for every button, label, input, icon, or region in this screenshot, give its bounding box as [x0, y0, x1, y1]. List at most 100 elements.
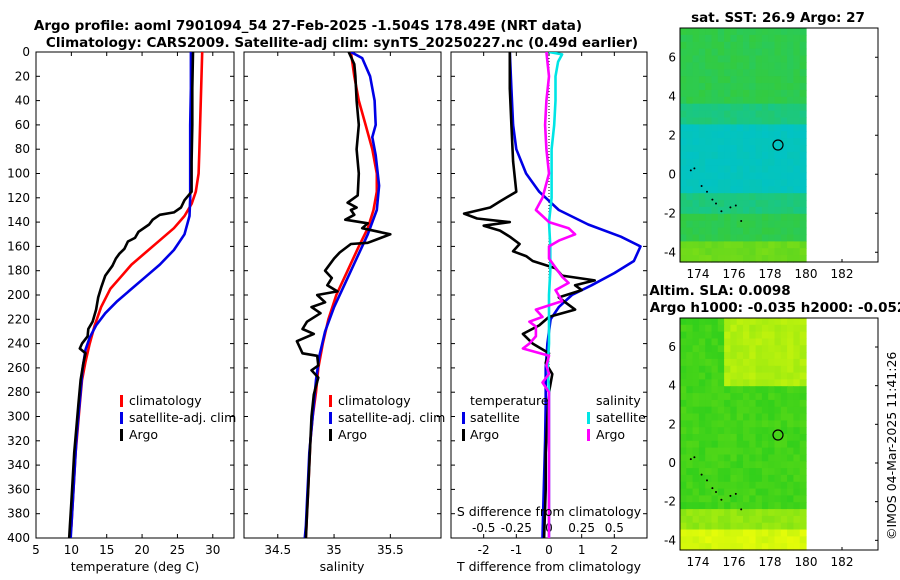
- legend-label-satellite: satellite-adj. clim: [338, 410, 445, 425]
- map-cell: [736, 509, 744, 517]
- map-cell: [799, 440, 807, 449]
- map-cell: [736, 83, 744, 91]
- map-cell: [730, 241, 738, 249]
- map-cell: [799, 103, 807, 112]
- map-cell: [698, 165, 706, 174]
- legend-label-t-argo: Argo: [470, 427, 499, 442]
- map-cell: [686, 338, 694, 346]
- map-cell: [724, 213, 731, 222]
- map-cell: [686, 172, 694, 180]
- map-cell: [749, 179, 757, 187]
- island-dot: [689, 169, 692, 172]
- map-cell: [730, 186, 738, 194]
- map-cell: [774, 318, 782, 326]
- map-cell: [799, 172, 807, 180]
- map-cell: [724, 393, 731, 401]
- map-cell: [692, 220, 700, 229]
- map-cell: [705, 110, 713, 119]
- map-cell: [724, 454, 731, 462]
- map-cell: [799, 434, 807, 442]
- map-cell: [749, 406, 757, 415]
- map-cell: [730, 206, 738, 215]
- map-cell: [780, 461, 788, 469]
- map-cell: [793, 220, 801, 229]
- map-cell: [730, 234, 738, 242]
- map-cell: [755, 248, 763, 256]
- map-cell: [705, 420, 713, 428]
- map-cell: [743, 393, 750, 401]
- map-cell: [761, 352, 769, 360]
- map-cell: [774, 28, 782, 36]
- map-cell: [793, 48, 801, 57]
- map-cell: [774, 365, 782, 374]
- map-cell: [705, 495, 713, 503]
- map-cell: [724, 515, 731, 524]
- map-cell: [743, 543, 750, 551]
- map-cell: [686, 318, 694, 326]
- map-cell: [736, 48, 744, 57]
- map-cell: [768, 69, 776, 77]
- map-cell: [774, 529, 782, 537]
- map-cell: [799, 372, 807, 380]
- map-cell: [717, 89, 725, 98]
- map-cell: [717, 83, 725, 91]
- map-cell: [724, 255, 731, 263]
- map-cell: [730, 352, 738, 360]
- legend-swatch-s-argo: [587, 429, 590, 441]
- map-cell: [724, 372, 731, 380]
- map-cell: [724, 158, 731, 167]
- x-tick-label: 34.5: [264, 543, 291, 557]
- map-cell: [717, 193, 725, 201]
- map-cell: [780, 193, 788, 201]
- map-cell: [749, 536, 757, 544]
- map-cell: [717, 241, 725, 249]
- map-cell: [686, 324, 694, 333]
- map-cell: [768, 358, 776, 367]
- map-cell: [692, 427, 700, 435]
- legend-title-temperature: temperature: [470, 393, 549, 408]
- map-cell: [755, 529, 763, 537]
- map-cell: [780, 420, 788, 428]
- map-cell: [705, 69, 713, 77]
- map-cell: [698, 241, 706, 249]
- map-cell: [768, 103, 776, 112]
- sst-map-frame: [679, 27, 879, 263]
- map-cell: [743, 338, 750, 346]
- map-cell: [680, 386, 687, 394]
- map-cell: [680, 200, 687, 208]
- map-cell: [780, 186, 788, 194]
- map-cell: [780, 200, 788, 208]
- map-cell: [787, 186, 794, 194]
- map-cell: [730, 83, 738, 91]
- map-cell: [761, 55, 769, 63]
- map-cell: [774, 34, 782, 43]
- map-cell: [743, 440, 750, 449]
- map-cell: [749, 338, 757, 346]
- map-cell: [743, 529, 750, 537]
- map-cell: [768, 145, 776, 153]
- map-cell: [799, 110, 807, 119]
- map-cell: [680, 420, 687, 428]
- map-cell: [743, 427, 750, 435]
- map-cell: [749, 434, 757, 442]
- map-cell: [755, 502, 763, 510]
- map-cell: [749, 529, 757, 537]
- map-cell: [761, 96, 769, 105]
- map-cell: [743, 248, 750, 256]
- map-cell: [705, 83, 713, 91]
- map-cell: [780, 241, 788, 249]
- map-cell: [774, 69, 782, 77]
- map-cell: [799, 324, 807, 333]
- map-cell: [780, 502, 788, 510]
- map-y-tick-label: 0: [668, 456, 676, 470]
- map-cell: [736, 318, 744, 326]
- map-cell: [717, 481, 725, 490]
- map-cell: [793, 165, 801, 174]
- map-cell: [730, 103, 738, 112]
- map-cell: [780, 151, 788, 160]
- map-cell: [692, 103, 700, 112]
- map-cell: [730, 434, 738, 442]
- map-cell: [698, 145, 706, 153]
- map-cell: [787, 543, 794, 551]
- map-cell: [724, 365, 731, 374]
